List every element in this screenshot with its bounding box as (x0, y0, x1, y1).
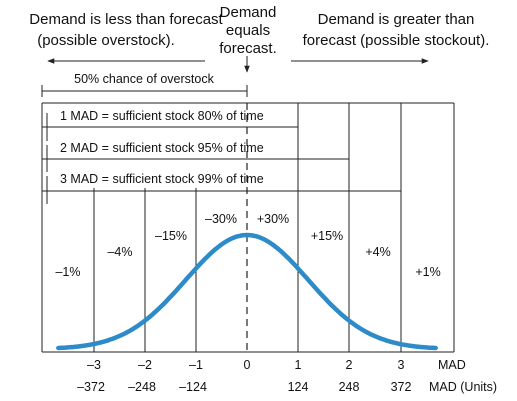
band-percentages: –1% –4% –15% –30% +30% +15% +4% +1% (55, 212, 440, 279)
band-percent-minus2: –4% (107, 245, 132, 259)
mad-tick: –3 (87, 358, 101, 372)
header-left: Demand is less than forecast (possible o… (29, 11, 223, 49)
mad-tick-labels: –3 –2 –1 0 1 2 3 MAD (87, 358, 466, 372)
units-axis-label: MAD (Units) (429, 380, 497, 394)
mad-tick: –2 (138, 358, 152, 372)
band-percent-plus3: +1% (415, 265, 440, 279)
unit-tick: 124 (288, 380, 309, 394)
mad-axis-label: MAD (438, 358, 466, 372)
mad-tick: 0 (244, 358, 251, 372)
unit-tick: 372 (391, 380, 412, 394)
mad-tick: 1 (295, 358, 302, 372)
unit-tick: 248 (339, 380, 360, 394)
mad-bar-1-label: 1 MAD = sufficient stock 80% of time (60, 109, 264, 123)
header-right-line1: Demand is greater than (318, 11, 475, 28)
mad-tick: 3 (398, 358, 405, 372)
mad-bar-3-label: 3 MAD = sufficient stock 99% of time (60, 172, 264, 186)
band-percent-plus0: +30% (257, 212, 289, 226)
mad-bar-3: 3 MAD = sufficient stock 99% of time (42, 172, 402, 204)
header-center-line1: Demand (220, 4, 277, 21)
header-center-line2: equals (226, 22, 270, 39)
header-center-line3: forecast. (219, 40, 277, 57)
header-left-line1: Demand is less than forecast (29, 11, 223, 28)
mad-tick: –1 (189, 358, 203, 372)
overstock-label: 50% chance of overstock (74, 72, 214, 86)
mad-tick: 2 (346, 358, 353, 372)
normal-curve (56, 232, 438, 351)
header-right-line2: forecast (possible stockout). (303, 32, 490, 49)
overstock-bracket: 50% chance of overstock (41, 72, 248, 97)
unit-tick: –124 (179, 380, 207, 394)
mad-bar-1: 1 MAD = sufficient stock 80% of time (42, 109, 298, 141)
band-percent-minus0: –30% (205, 212, 237, 226)
header-left-line2: (possible overstock). (37, 32, 175, 49)
unit-tick: –372 (77, 380, 105, 394)
band-percent-minus1: –15% (155, 229, 187, 243)
mad-bar-2-label: 2 MAD = sufficient stock 95% of time (60, 141, 264, 155)
band-percent-plus1: +15% (311, 229, 343, 243)
unit-tick: –248 (128, 380, 156, 394)
header-center: Demand equals forecast. (219, 4, 277, 57)
header-right: Demand is greater than forecast (possibl… (303, 11, 490, 49)
band-percent-plus2: +4% (365, 245, 390, 259)
band-percent-minus3: –1% (55, 265, 80, 279)
mad-bar-2: 2 MAD = sufficient stock 95% of time (42, 141, 350, 172)
unit-tick-labels: –372 –248 –124 124 248 372 MAD (Units) (77, 380, 497, 394)
